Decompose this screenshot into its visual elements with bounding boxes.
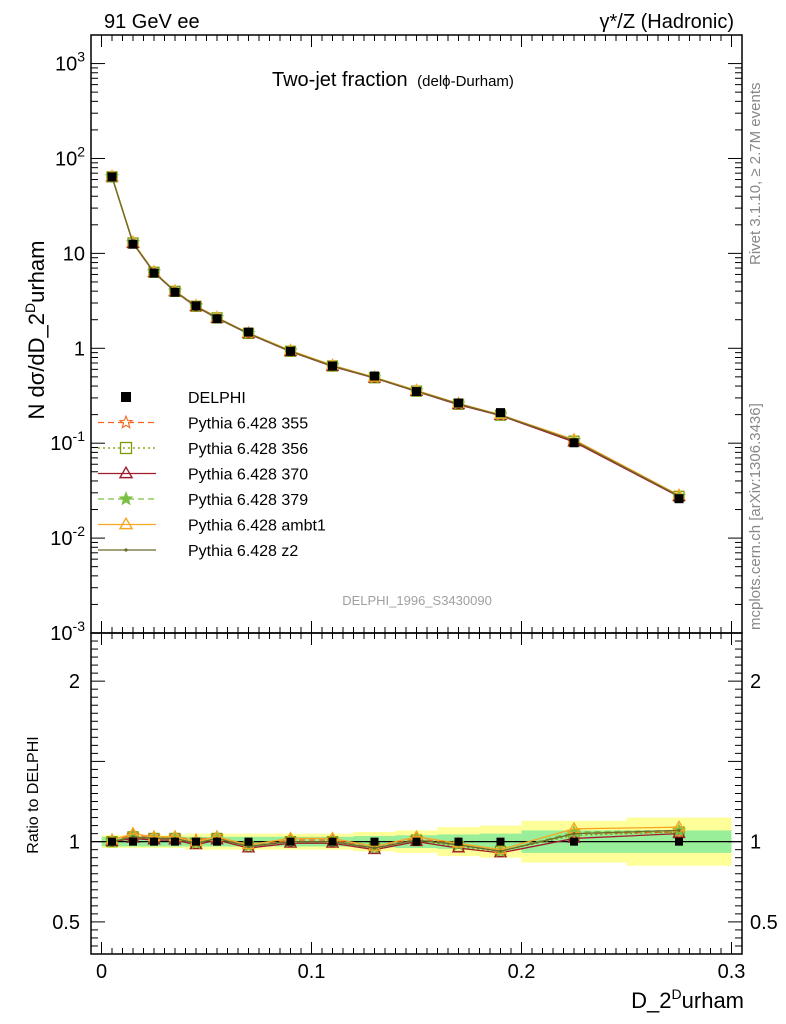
- y-tick-label: 103: [55, 49, 85, 76]
- legend-marker-data: [121, 392, 131, 402]
- y-axis-label: N dσ/dD_2Durham: [22, 240, 49, 419]
- y-tick-label: 10-1: [50, 428, 85, 455]
- data-point: [149, 268, 159, 278]
- ratio-data-point: [454, 837, 463, 846]
- ratio-data-point: [496, 837, 505, 846]
- data-point: [496, 408, 505, 418]
- chart-title: Two-jet fraction (delϕ-Durham): [272, 69, 514, 91]
- main-plot: [105, 169, 686, 504]
- ratio-data-point: [108, 837, 116, 846]
- ratio-point-4: [493, 842, 508, 855]
- ratio-data-point: [129, 837, 137, 846]
- data-point: [212, 314, 222, 324]
- legend-marker-5: [124, 548, 128, 552]
- legend-label-5: Pythia 6.428 z2: [188, 543, 298, 560]
- ratio-tick-label-left: 0.5: [52, 912, 80, 934]
- x-tick-label: 0.1: [298, 961, 326, 983]
- watermark: DELPHI_1996_S3430090: [342, 593, 492, 608]
- ratio-data-point: [370, 837, 379, 846]
- ratio-plot-frame: [90, 632, 743, 955]
- data-point: [454, 398, 463, 408]
- data-point: [328, 361, 337, 371]
- legend-marker-4: [118, 516, 134, 530]
- side-label-top: Rivet 3.1.10, ≥ 2.7M events: [747, 83, 764, 266]
- legend-label-2: Pythia 6.428 370: [188, 467, 308, 484]
- data-point: [191, 301, 201, 311]
- data-point: [244, 327, 253, 337]
- data-point: [286, 346, 295, 356]
- data-point: [128, 239, 138, 249]
- legend-label-0: Pythia 6.428 355: [188, 416, 308, 433]
- ratio-data-point: [412, 837, 421, 846]
- data-point: [370, 371, 379, 381]
- ratio-point-5: [677, 828, 681, 833]
- legend-label-3: Pythia 6.428 379: [188, 492, 308, 509]
- chart-title-main: Two-jet fraction: [272, 69, 408, 91]
- x-tick-label: 0.3: [718, 961, 746, 983]
- legend-label-1: Pythia 6.428 356: [188, 441, 308, 458]
- ratio-point-5: [572, 832, 576, 836]
- legend-label-4: Pythia 6.428 ambt1: [188, 518, 326, 535]
- ratio-data-point: [286, 837, 295, 846]
- x-tick-label: 0.2: [508, 961, 536, 983]
- x-tick-label: 0: [96, 961, 107, 983]
- ratio-data-point: [171, 837, 179, 846]
- ratio-tick-label-right: 1: [750, 832, 761, 854]
- ratio-point-5: [131, 835, 135, 839]
- ratio-tick-label-right: 0.5: [750, 912, 778, 934]
- y-tick-label: 1: [74, 338, 85, 360]
- x-axis-label: D_2Durham: [631, 986, 744, 1013]
- legend: DELPHI Pythia 6.428 355 Pythia 6.428 356 Py…: [98, 390, 326, 560]
- ratio-data-point: [675, 837, 683, 846]
- legend-marker-0: [118, 414, 134, 429]
- y-tick-label: 10: [63, 243, 85, 265]
- header-right: γ*/Z (Hadronic): [600, 11, 734, 33]
- ratio-point-5: [372, 846, 377, 850]
- y-tick-label: 102: [55, 143, 85, 170]
- header-left: 91 GeV ee: [104, 11, 200, 33]
- ratio-tick-label-right: 2: [750, 671, 761, 693]
- y-tick-label: 10-3: [50, 618, 85, 645]
- ratio-data-point: [213, 837, 221, 846]
- chart-title-sub: (delϕ-Durham): [417, 73, 514, 90]
- ratio-point-5: [246, 844, 251, 849]
- ratio-data-point: [244, 837, 253, 846]
- data-point: [569, 438, 579, 448]
- y-tick-label: 10-2: [50, 523, 85, 550]
- side-label-bottom: mcplots.cern.ch [arXiv:1306.3436]: [747, 403, 764, 630]
- ratio-data-point: [328, 837, 337, 846]
- data-point: [170, 287, 180, 297]
- ratio-tick-label-left: 1: [69, 832, 80, 854]
- legend-marker-2: [118, 465, 134, 479]
- legend-label-data: DELPHI: [188, 390, 246, 407]
- ratio-tick-label-left: 2: [69, 671, 80, 693]
- ratio-point-5: [498, 849, 503, 853]
- data-point: [674, 494, 684, 504]
- ratio-axis-label: Ratio to DELPHI: [25, 736, 42, 853]
- ratio-data-point: [570, 837, 578, 846]
- ratio-data-point: [150, 837, 158, 846]
- legend-marker-1: [119, 441, 133, 455]
- legend-marker-3: [118, 491, 134, 506]
- data-point: [107, 172, 117, 182]
- data-point: [412, 387, 421, 397]
- ratio-data-point: [192, 837, 200, 846]
- ratio-plot: [105, 820, 686, 858]
